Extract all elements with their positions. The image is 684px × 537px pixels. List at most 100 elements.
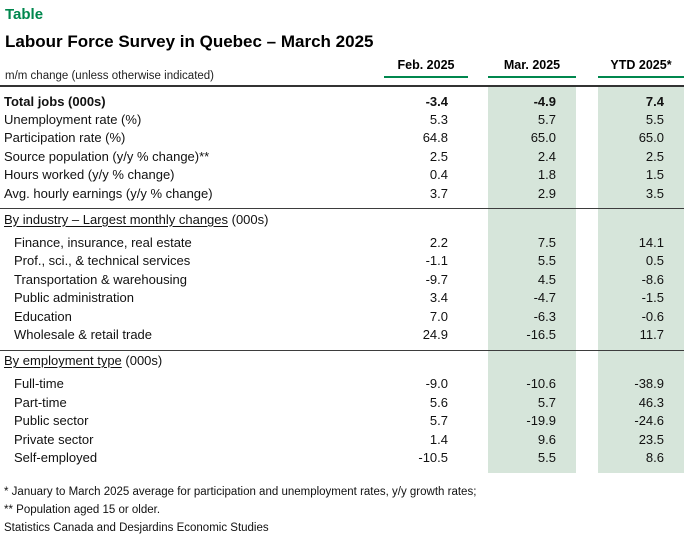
cell-mar: -4.7 (488, 288, 576, 307)
cell-mar: 5.5 (488, 448, 576, 467)
cell-feb: 5.3 (429, 112, 448, 128)
row-label: Transportation & warehousing (14, 271, 187, 287)
cell-mar: 5.5 (488, 251, 576, 271)
table-row: Public administration 3.4 -4.7 -1.5 (0, 288, 684, 307)
column-gap (576, 184, 598, 202)
column-gap (576, 351, 598, 375)
cell-ytd: 0.5 (598, 251, 684, 271)
cell-ytd: 8.6 (598, 448, 684, 467)
cell-feb: 2.5 (429, 148, 448, 164)
cell-feb: 3.4 (429, 290, 448, 306)
column-gap (468, 129, 488, 147)
table-row: Transportation & warehousing -9.7 4.5 -8… (0, 270, 684, 289)
source-line: Statistics Canada and Desjardins Economi… (4, 521, 269, 534)
row-label: Full-time (14, 376, 64, 392)
cell-ytd: 14.1 (598, 233, 684, 252)
row-label: Public sector (14, 413, 89, 429)
row-label: Unemployment rate (%) (4, 112, 142, 128)
cell-ytd: 46.3 (598, 393, 684, 412)
column-header-mar-2025: Mar. 2025 (488, 58, 576, 78)
table-row: Finance, insurance, real estate 2.2 7.5 … (0, 233, 684, 252)
column-header-feb-2025: Feb. 2025 (384, 58, 468, 78)
column-gap (468, 351, 488, 375)
row-label: Education (14, 308, 72, 324)
cell-mar: -4.9 (488, 92, 576, 111)
cell-feb: -9.7 (425, 271, 448, 287)
cell-ytd: -1.5 (598, 288, 684, 307)
table-row: Part-time 5.6 5.7 46.3 (0, 393, 684, 412)
cell-ytd: 5.5 (598, 110, 684, 129)
cell-ytd: -8.6 (598, 270, 684, 289)
cell-ytd: 2.5 (598, 147, 684, 166)
column-gap (468, 233, 488, 251)
cell-mar: 7.5 (488, 233, 576, 252)
table-row: Education 7.0 -6.3 -0.6 (0, 306, 684, 326)
cell-ytd: 7.4 (598, 92, 684, 111)
column-gap (468, 166, 488, 184)
section-heading-by-industry: By industry – Largest monthly changes (0… (4, 211, 269, 227)
column-gap (468, 393, 488, 411)
row-label: Self-employed (14, 449, 98, 465)
column-gap (468, 252, 488, 270)
cell-mar: 1.8 (488, 165, 576, 184)
column-gap (576, 393, 598, 411)
table-row: Hours worked (y/y % change) 0.4 1.8 1.5 (0, 165, 684, 184)
table-row: Full-time -9.0 -10.6 -38.9 (0, 374, 684, 394)
spacer-row (0, 87, 684, 92)
table-row: Self-employed -10.5 5.5 8.6 (0, 448, 684, 467)
column-gap (468, 307, 488, 325)
figure-title: Labour Force Survey in Quebec – March 20… (5, 32, 374, 51)
cell-mar: 9.6 (488, 429, 576, 449)
row-label: Hours worked (y/y % change) (4, 167, 175, 183)
column-gap (468, 270, 488, 288)
cell-ytd: 65.0 (598, 128, 684, 148)
column-gap (468, 209, 488, 233)
column-gap (468, 430, 488, 448)
cell-feb: 2.2 (429, 235, 448, 251)
column-gap (576, 252, 598, 270)
cell-feb: -1.1 (425, 253, 448, 269)
cell-ytd: -24.6 (598, 411, 684, 430)
cell-ytd: -0.6 (598, 306, 684, 326)
row-label: Finance, insurance, real estate (14, 235, 192, 251)
column-gap (576, 233, 598, 251)
figure-kicker: Table (5, 6, 44, 23)
column-gap (468, 147, 488, 165)
table-row: Participation rate (%) 64.8 65.0 65.0 (0, 128, 684, 148)
cell-ytd: 3.5 (598, 183, 684, 203)
row-label: Avg. hourly earnings (y/y % change) (4, 185, 213, 201)
row-label: Wholesale & retail trade (14, 326, 153, 342)
cell-mar: -10.6 (488, 374, 576, 394)
column-gap (576, 307, 598, 325)
table-row: Source population (y/y % change)** 2.5 2… (0, 147, 684, 166)
column-gap (576, 375, 598, 393)
table-row: Avg. hourly earnings (y/y % change) 3.7 … (0, 183, 684, 203)
column-gap (468, 375, 488, 393)
column-gap (576, 209, 598, 233)
cell-mar: 5.7 (488, 110, 576, 129)
cell-feb: 5.6 (429, 394, 448, 410)
column-gap (468, 325, 488, 343)
footnote-double-asterisk: ** Population aged 15 or older. (4, 503, 161, 516)
cell-mar: -19.9 (488, 411, 576, 430)
cell-mar: -16.5 (488, 325, 576, 344)
cell-feb: 5.7 (429, 413, 448, 429)
row-label: Prof., sci., & technical services (14, 253, 191, 269)
footnotes: * January to March 2025 average for part… (0, 473, 684, 537)
cell-feb: 64.8 (422, 130, 448, 146)
cell-mar: 2.9 (488, 183, 576, 203)
table-row: Wholesale & retail trade 24.9 -16.5 11.7 (0, 325, 684, 344)
row-label: Private sector (14, 431, 94, 447)
row-label: Public administration (14, 290, 134, 306)
cell-mar: 65.0 (488, 128, 576, 148)
row-label: Participation rate (%) (4, 130, 126, 146)
column-gap (576, 92, 598, 110)
cell-feb: -3.4 (425, 93, 448, 109)
table-row: Public sector 5.7 -19.9 -24.6 (0, 411, 684, 430)
column-header-ytd-2025: YTD 2025* (598, 58, 684, 78)
column-gap (468, 289, 488, 307)
cell-feb: 0.4 (429, 167, 448, 183)
cell-mar: -6.3 (488, 306, 576, 326)
spacer-row (0, 202, 684, 209)
